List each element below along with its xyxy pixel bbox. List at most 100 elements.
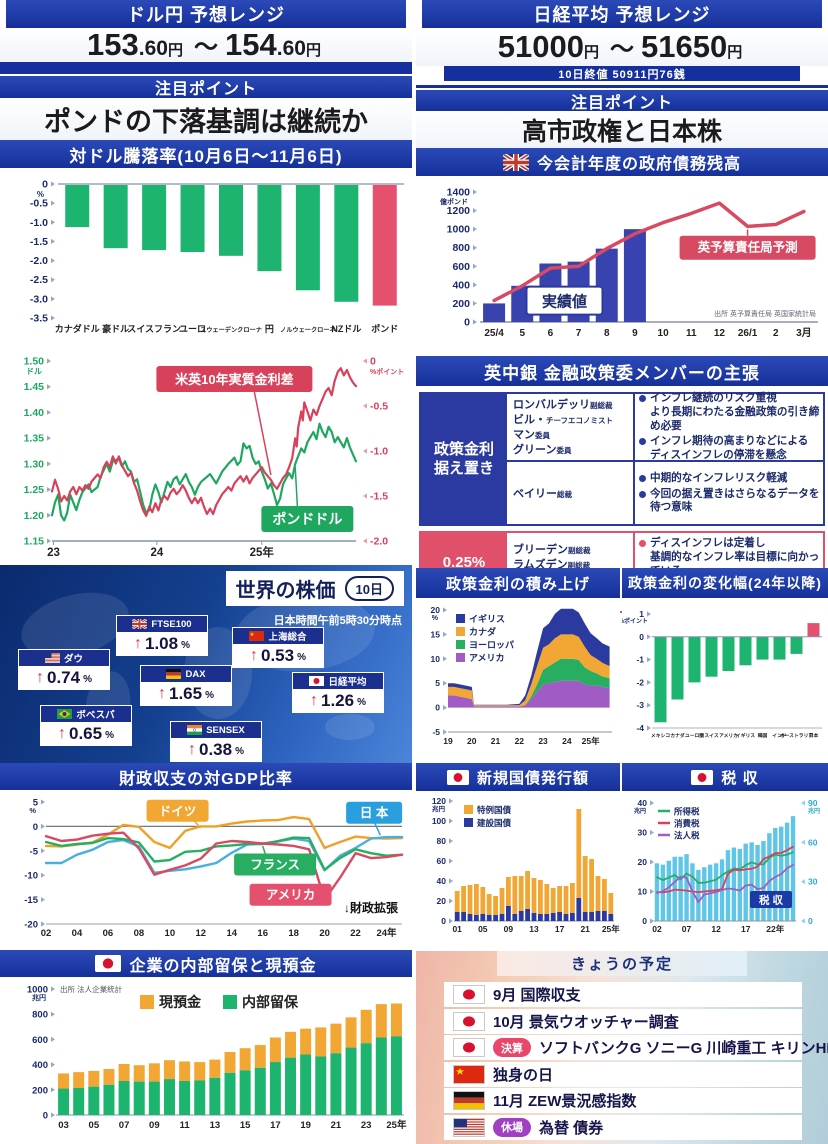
world-stocks-panel: 世界の株価 10日 日本時間午前5時30分時点 ダウ ↑ 0.74% FTSE100 ↑… bbox=[0, 565, 412, 763]
schedule-badge: 休場 bbox=[493, 1117, 531, 1137]
stock-index-change: 1.65 bbox=[169, 683, 203, 703]
schedule-row: 9月 国際収支 bbox=[444, 982, 802, 1007]
svg-text:8: 8 bbox=[604, 328, 610, 339]
svg-text:03: 03 bbox=[58, 1120, 69, 1131]
svg-text:米英10年実質金利差: 米英10年実質金利差 bbox=[175, 372, 293, 387]
boe-members-table: 政策金利 据え置き ロンバルデッリ副総裁 ビル・チーフエコノミスト マン委員 グリーン委… bbox=[416, 390, 828, 613]
usdjpy-focus-band: ポンドの下落基調は継続か bbox=[0, 98, 412, 140]
svg-text:5: 5 bbox=[33, 798, 39, 809]
svg-text:イギリス: イギリス bbox=[736, 732, 755, 739]
svg-text:1400: 1400 bbox=[447, 187, 471, 199]
boe-table-title: 英中銀 金融政策委メンバーの主張 bbox=[416, 356, 828, 386]
svg-text:20: 20 bbox=[431, 605, 441, 615]
svg-text:0: 0 bbox=[370, 356, 376, 368]
svg-text:24: 24 bbox=[150, 547, 163, 559]
svg-text:特例国債: 特例国債 bbox=[477, 805, 512, 815]
svg-text:100: 100 bbox=[432, 816, 446, 826]
svg-text:09: 09 bbox=[504, 924, 514, 934]
svg-text:%ポイント: %ポイント bbox=[370, 367, 404, 376]
stock-index-change: 0.65 bbox=[69, 723, 103, 743]
svg-text:02: 02 bbox=[652, 924, 662, 934]
svg-text:10: 10 bbox=[165, 928, 176, 939]
bullet-icon bbox=[639, 490, 646, 498]
flag-jp-icon bbox=[309, 676, 325, 686]
svg-text:25/4: 25/4 bbox=[484, 328, 504, 339]
svg-text:30: 30 bbox=[808, 877, 818, 887]
svg-text:13: 13 bbox=[210, 1120, 221, 1131]
stock-index-change: 1.08 bbox=[145, 633, 179, 653]
svg-text:13: 13 bbox=[529, 924, 539, 934]
tax-revenue-title: 税 収 bbox=[622, 763, 828, 791]
svg-text:1.25: 1.25 bbox=[24, 484, 45, 496]
svg-text:40: 40 bbox=[638, 798, 648, 808]
svg-text:09: 09 bbox=[149, 1120, 160, 1131]
svg-text:消費税: 消費税 bbox=[674, 819, 700, 829]
svg-text:-1.0: -1.0 bbox=[370, 446, 388, 458]
svg-text:0: 0 bbox=[33, 822, 38, 833]
up-arrow-icon: ↑ bbox=[158, 684, 166, 702]
svg-text:24: 24 bbox=[562, 736, 572, 746]
svg-text:豪ドル: 豪ドル bbox=[102, 323, 129, 334]
svg-text:韓国: 韓国 bbox=[758, 732, 768, 739]
svg-text:日 本: 日 本 bbox=[360, 805, 389, 820]
up-arrow-icon: ↑ bbox=[58, 724, 66, 742]
svg-text:ポンドドル: ポンドドル bbox=[272, 511, 342, 527]
schedule-event-text: ソフトバンクG ソニーG 川崎重工 キリンHD bbox=[539, 1040, 828, 1057]
svg-text:1.40: 1.40 bbox=[24, 407, 45, 419]
svg-text:06: 06 bbox=[103, 928, 114, 939]
stock-index-name: DAX bbox=[141, 666, 231, 682]
svg-text:400: 400 bbox=[452, 279, 470, 291]
fiscal-gdp-chart: 5 0 -5 -10 -15 -20% 02 04 06 08 10 12 14 16 18 20 22 24年 ド… bbox=[0, 790, 412, 950]
svg-text:-1.0: -1.0 bbox=[30, 217, 48, 229]
stock-index-change: 0.38 bbox=[199, 739, 233, 759]
svg-text:04: 04 bbox=[72, 928, 83, 939]
boe-member-row: ロンバルデッリ副総裁 ビル・チーフエコノミスト マン委員 グリーン委員 インフレ継続のリ… bbox=[507, 392, 823, 461]
retained-earnings-title: 企業の内部留保と現預金 bbox=[0, 950, 412, 977]
svg-text:17: 17 bbox=[741, 924, 751, 934]
nikkei-range-title: 日経平均 予想レンジ bbox=[422, 0, 822, 28]
svg-text:-4: -4 bbox=[636, 723, 644, 733]
schedule-event-text: 10月 景気ウオッチャー調査 bbox=[493, 1013, 679, 1031]
svg-text:スイスフラン: スイスフラン bbox=[127, 324, 181, 334]
svg-text:6: 6 bbox=[548, 328, 554, 339]
svg-text:19: 19 bbox=[300, 1120, 311, 1131]
schedule-row: 11月 ZEW景況感指数 bbox=[444, 1088, 802, 1113]
svg-text:0: 0 bbox=[441, 916, 446, 926]
divider-strip bbox=[416, 85, 828, 88]
up-arrow-icon: ↑ bbox=[310, 691, 318, 709]
policy-change-title: 政策金利の変化幅(24年以降) bbox=[622, 568, 828, 598]
stock-index-name: 上海総合 bbox=[233, 628, 323, 644]
svg-text:18: 18 bbox=[288, 928, 299, 939]
svg-text:0: 0 bbox=[42, 179, 48, 191]
svg-text:120: 120 bbox=[432, 796, 446, 806]
svg-text:0: 0 bbox=[642, 916, 647, 926]
svg-text:スイス: スイス bbox=[704, 733, 718, 739]
svg-text:30: 30 bbox=[638, 828, 648, 838]
flag-jp-icon bbox=[691, 769, 714, 785]
stock-index-badge: FTSE100 ↑ 1.08% bbox=[116, 615, 208, 656]
stock-index-badge: ボベスパ ↑ 0.65% bbox=[40, 705, 132, 746]
svg-text:イギリス: イギリス bbox=[469, 613, 505, 624]
usdjpy-focus-text: ポンドの下落基調は継続か bbox=[44, 106, 368, 137]
svg-text:%: % bbox=[29, 806, 36, 815]
svg-text:兆円: 兆円 bbox=[432, 804, 446, 813]
usdjpy-range-title-text: ドル円 予想レンジ bbox=[126, 5, 285, 25]
svg-text:-5: -5 bbox=[432, 727, 440, 737]
svg-text:インド: インド bbox=[772, 733, 787, 739]
svg-text:所得税: 所得税 bbox=[673, 807, 700, 817]
svg-text:20: 20 bbox=[319, 928, 330, 939]
svg-text:-3.5: -3.5 bbox=[30, 313, 48, 325]
stock-index-name: FTSE100 bbox=[117, 616, 207, 632]
day-badge: 10日 bbox=[344, 576, 394, 601]
flag-us-icon bbox=[453, 1117, 485, 1137]
svg-text:1.50: 1.50 bbox=[24, 356, 45, 368]
svg-text:-1.5: -1.5 bbox=[370, 491, 388, 503]
stock-index-name: ダウ bbox=[19, 650, 109, 666]
svg-text:12: 12 bbox=[714, 328, 726, 339]
svg-text:5: 5 bbox=[519, 328, 525, 339]
svg-text:600: 600 bbox=[32, 1035, 48, 1046]
stock-index-change: 1.26 bbox=[321, 690, 355, 710]
